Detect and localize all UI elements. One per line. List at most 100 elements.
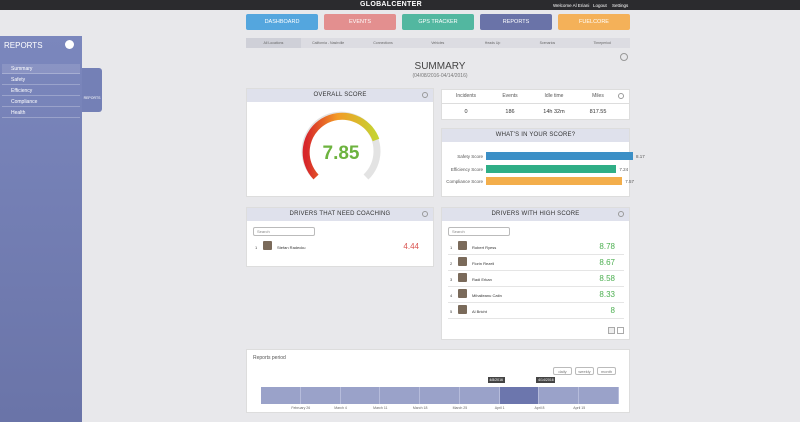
driver-name[interactable]: Stefan Radecku — [277, 245, 306, 250]
high-score-card: DRIVERS WITH HIGH SCORE Search 1 Robert R… — [441, 207, 630, 340]
sub-tab[interactable]: Connections — [373, 41, 393, 45]
sub-tab[interactable]: All Locations — [246, 38, 301, 48]
driver-score: 8 — [610, 306, 615, 315]
help-icon[interactable] — [620, 53, 628, 61]
settings[interactable]: Settings — [612, 2, 629, 8]
stat-value: 14h 32m — [543, 109, 565, 115]
timeline-cell — [340, 387, 381, 404]
timeline-cell — [579, 387, 619, 404]
driver-name[interactable]: Mihaileanu Catin — [472, 293, 502, 298]
sidebar-title: REPORTS — [4, 41, 43, 50]
row-divider — [448, 318, 624, 319]
driver-rank: 4 — [450, 293, 453, 298]
driver-avatar — [458, 273, 467, 282]
top-bar: GLOBALCENTER Welcome Al Eriani Logout Se… — [0, 0, 800, 10]
driver-score: 8.33 — [599, 290, 615, 299]
sidebar-item[interactable]: Efficiency — [2, 86, 80, 96]
nav-button[interactable]: REPORTS — [480, 14, 552, 30]
timeline-date: February 26 — [291, 406, 311, 410]
score-label: Compliance Score — [446, 179, 483, 184]
score-breakdown-card: WHAT'S IN YOUR SCORE? Safety Score 8.17 Ef… — [441, 128, 645, 197]
score-value: 8.17 — [636, 154, 645, 159]
sub-tabs: All Locations California - Nashville Conne… — [246, 38, 630, 48]
timeline-date: March 25 — [452, 406, 468, 410]
stat-label: Events — [502, 93, 518, 99]
sidebar-item[interactable]: Compliance — [2, 97, 80, 107]
period-button[interactable]: weekly — [575, 367, 594, 375]
nav-button[interactable]: DASHBOARD — [246, 14, 318, 30]
timeline-cell — [420, 387, 460, 404]
timeline-cell — [380, 387, 421, 404]
period-button[interactable]: month — [597, 367, 616, 375]
driver-rank: 1 — [450, 245, 453, 250]
welcome: Welcome Al Eriani — [553, 2, 590, 8]
period-button[interactable]: daily — [553, 367, 572, 375]
sub-tab[interactable]: Scenarios — [539, 41, 556, 45]
sub-tab[interactable]: California - Nashville — [312, 41, 345, 45]
driver-score: 8.67 — [599, 258, 615, 267]
prev-page[interactable] — [608, 327, 615, 334]
score-label: Efficiency Score — [450, 166, 483, 172]
driver-rank: 3 — [450, 277, 453, 282]
row-divider — [448, 302, 624, 303]
sub-tab[interactable]: Heads Up — [484, 41, 501, 45]
timeline-cell — [459, 387, 500, 404]
date-range: (04/08/2016-04/14/2016) — [412, 73, 468, 79]
driver-name[interactable]: Robert Ryess — [472, 245, 497, 250]
overall-score: 7.85 — [323, 143, 360, 164]
driver-avatar — [458, 289, 467, 298]
driver-rank: 1 — [255, 245, 258, 250]
stat-value: 0 — [464, 109, 468, 115]
score-bar — [486, 152, 634, 160]
timeline-cell — [539, 387, 580, 404]
next-page[interactable] — [617, 327, 624, 334]
driver-score: 8.58 — [599, 274, 615, 283]
logout[interactable]: Logout — [593, 2, 607, 8]
nav-button[interactable]: FUELCORE — [558, 14, 630, 30]
sub-tab[interactable]: Vehicles — [431, 41, 445, 45]
sidebar: REPORTS Summary Safety Efficiency Complianc… — [0, 36, 82, 422]
sidebar-item[interactable]: Health — [2, 108, 80, 118]
score-bar — [486, 164, 617, 173]
stat-value: 817.55 — [589, 109, 607, 115]
sub-tab[interactable]: Timeperiod — [593, 41, 611, 45]
sidebar-item[interactable]: Summary — [2, 64, 80, 74]
nav-button[interactable]: EVENTS — [324, 14, 396, 30]
nav-button[interactable]: GPS TRACKER — [402, 14, 474, 30]
row-divider — [448, 254, 624, 255]
card-title: DRIVERS THAT NEED COACHING — [247, 208, 433, 221]
divider — [442, 103, 629, 104]
row-divider — [448, 286, 624, 287]
sidebar-icon[interactable] — [65, 40, 74, 49]
logo: GLOBALCENTER — [360, 1, 422, 8]
stat-label: Idle time — [544, 93, 564, 99]
timeline-date: April 15 — [573, 406, 586, 410]
driver-rank: 5 — [450, 309, 453, 314]
sidebar-item[interactable]: Safety — [2, 75, 80, 85]
reports-tab[interactable]: REPORTS — [82, 68, 102, 112]
card-title: WHAT'S IN YOUR SCORE? — [442, 129, 629, 142]
card-title: OVERALL SCORE — [247, 89, 433, 102]
search-input[interactable]: Search — [448, 227, 510, 236]
timeline-cell — [499, 387, 540, 404]
timeline-date: April 1 — [494, 406, 505, 410]
driver-name[interactable]: Radi Erkan — [472, 277, 492, 282]
driver-avatar — [458, 305, 467, 314]
driver-name[interactable]: Al Bricht — [472, 309, 487, 314]
stat-label: Incidents — [455, 93, 476, 99]
driver-rank: 2 — [450, 261, 453, 266]
driver-avatar — [458, 241, 467, 250]
search-input[interactable]: Search — [253, 227, 315, 236]
driver-avatar — [458, 257, 467, 266]
stat-value: 186 — [505, 109, 515, 115]
nav-label: DASHBOARD — [264, 19, 300, 25]
timeline-date: March 11 — [373, 406, 388, 410]
gauge: 7.85 — [301, 111, 381, 180]
nav-label: GPS TRACKER — [418, 19, 458, 25]
nav-label: REPORTS — [502, 19, 530, 25]
driver-name[interactable]: Florin Rezeli — [472, 261, 495, 266]
nav-label: FUELCORE — [579, 19, 609, 25]
period-title: Reports period — [253, 355, 286, 361]
nav-label: EVENTS — [348, 19, 371, 25]
period-card: Reports period daily weekly month February … — [246, 349, 630, 413]
